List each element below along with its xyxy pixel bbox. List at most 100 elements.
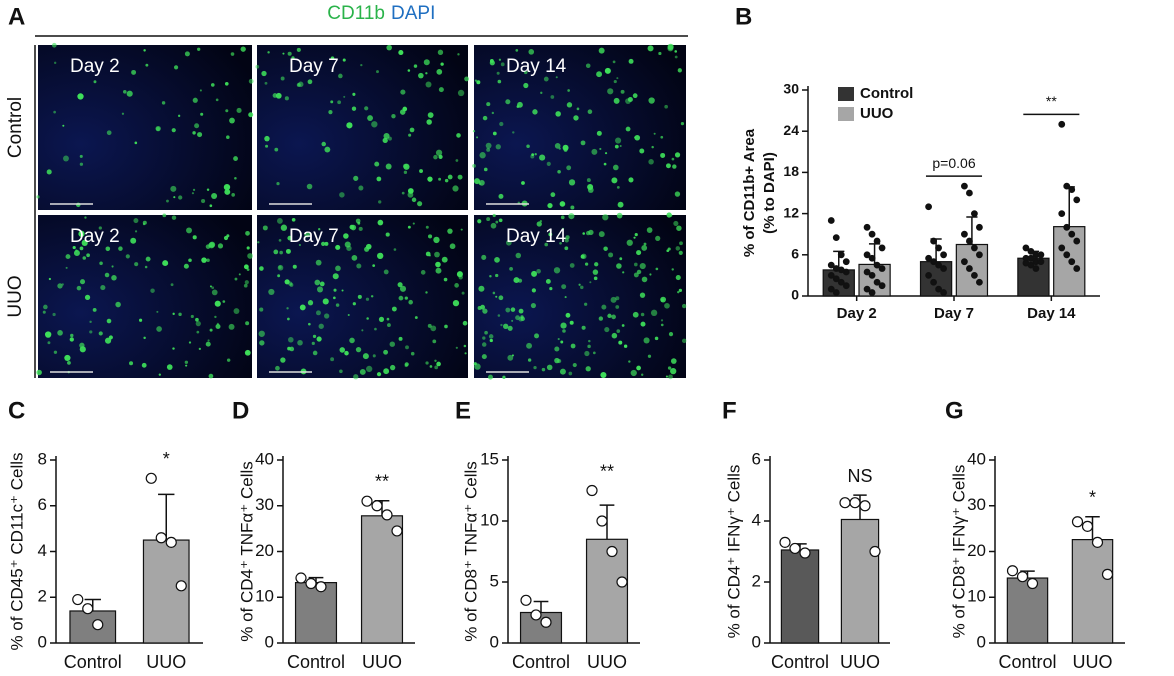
- cell-signal: [523, 70, 528, 75]
- cell-signal: [364, 106, 369, 111]
- cell-signal: [280, 76, 285, 81]
- micrograph: [257, 45, 468, 210]
- cell-signal: [156, 326, 162, 332]
- cell-signal: [158, 373, 161, 376]
- panel-letter: A: [8, 3, 25, 30]
- cell-signal: [517, 101, 523, 108]
- cell-signal: [324, 313, 330, 319]
- cell-signal: [129, 361, 134, 366]
- cell-signal: [408, 133, 412, 137]
- cell-signal: [280, 224, 288, 231]
- cell-signal: [436, 69, 443, 75]
- y-tick-label: 6: [38, 495, 47, 514]
- cell-signal: [275, 365, 280, 371]
- cell-signal: [476, 80, 481, 85]
- cell-signal: [84, 216, 87, 219]
- cell-signal: [286, 307, 289, 310]
- cell-signal: [634, 233, 638, 237]
- cell-signal: [463, 344, 467, 348]
- cell-signal: [277, 274, 281, 278]
- data-point: [391, 525, 403, 537]
- cell-signal: [259, 307, 264, 312]
- cell-signal: [499, 121, 504, 127]
- cell-signal: [521, 181, 525, 185]
- data-point: [1068, 258, 1076, 266]
- cell-signal: [245, 321, 250, 326]
- data-point: [837, 278, 845, 286]
- cell-signal: [138, 318, 143, 322]
- cell-signal: [481, 354, 487, 360]
- cell-signal: [604, 152, 608, 155]
- data-point: [145, 472, 157, 484]
- cell-signal: [510, 307, 516, 312]
- y-axis-label: (% to DAPI): [761, 152, 778, 234]
- cell-signal: [506, 239, 512, 246]
- cell-signal: [411, 197, 417, 203]
- cell-signal: [674, 152, 681, 158]
- cell-signal: [99, 261, 103, 266]
- cell-signal: [604, 327, 610, 333]
- cell-signal: [660, 135, 664, 139]
- cell-signal: [670, 358, 677, 364]
- data-point: [832, 275, 840, 283]
- day-label: Day 2: [70, 56, 120, 77]
- cell-signal: [674, 50, 678, 53]
- cell-signal: [578, 283, 581, 286]
- cell-signal: [518, 316, 523, 322]
- bar: [1006, 577, 1049, 644]
- data-point: [842, 282, 850, 290]
- cell-signal: [619, 257, 623, 261]
- cell-signal: [425, 81, 432, 88]
- cell-signal: [444, 178, 449, 183]
- cell-signal: [633, 262, 638, 267]
- cell-signal: [338, 73, 343, 79]
- data-point: [863, 251, 871, 259]
- cell-signal: [47, 341, 51, 345]
- cell-signal: [400, 89, 406, 95]
- cell-signal: [344, 350, 349, 356]
- cell-signal: [322, 298, 329, 305]
- data-point: [971, 244, 978, 252]
- cell-signal: [211, 193, 218, 200]
- data-point: [863, 268, 871, 276]
- cell-signal: [100, 285, 106, 291]
- cell-signal: [65, 254, 71, 260]
- data-point: [873, 237, 881, 245]
- cell-signal: [457, 174, 463, 180]
- data-point: [940, 251, 947, 259]
- cell-signal: [570, 343, 576, 349]
- cell-signal: [474, 79, 477, 82]
- cell-signal: [311, 341, 315, 345]
- cell-signal: [427, 234, 433, 239]
- cell-signal: [105, 246, 111, 252]
- y-tick-label: 5: [490, 571, 499, 590]
- cell-signal: [358, 185, 364, 191]
- cell-signal: [536, 221, 542, 227]
- cell-signal: [278, 238, 282, 242]
- cell-signal: [675, 275, 681, 281]
- cell-signal: [557, 359, 562, 364]
- cell-signal: [640, 312, 645, 317]
- y-tick-label: 0: [38, 632, 47, 651]
- cell-signal: [209, 285, 212, 288]
- cell-signal: [287, 317, 290, 321]
- annotation: **: [375, 471, 389, 491]
- cell-signal: [343, 233, 349, 239]
- cell-signal: [335, 303, 340, 307]
- cell-signal: [248, 78, 254, 84]
- cell-signal: [312, 350, 318, 356]
- cell-signal: [509, 266, 513, 271]
- cell-signal: [602, 214, 609, 221]
- data-point: [1101, 568, 1114, 580]
- data-point: [863, 285, 871, 293]
- cell-signal: [243, 283, 248, 288]
- cell-signal: [407, 191, 414, 198]
- data-point: [1058, 120, 1066, 128]
- cell-signal: [404, 296, 408, 300]
- cell-signal: [215, 324, 221, 330]
- data-point: [1091, 536, 1104, 548]
- cell-signal: [511, 354, 515, 357]
- cell-signal: [171, 215, 177, 220]
- cell-signal: [608, 252, 614, 258]
- cell-signal: [460, 228, 463, 231]
